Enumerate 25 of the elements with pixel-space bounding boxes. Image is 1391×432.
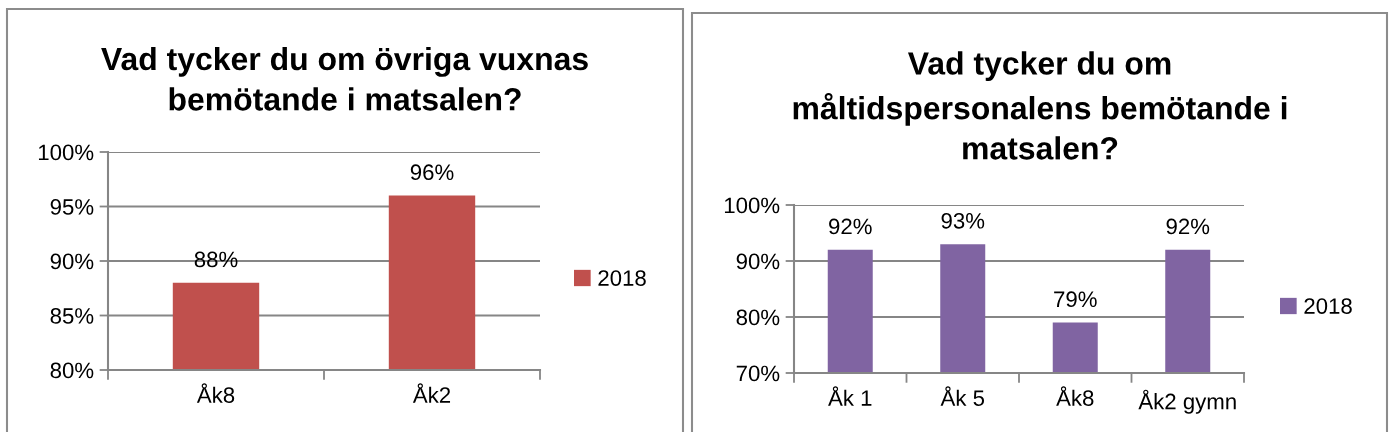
x-tick-label: Åk8	[1056, 386, 1094, 406]
y-tick-label: 100%	[38, 144, 94, 161]
legend-label: 2018	[1304, 298, 1352, 314]
y-tick-label: 95%	[50, 199, 94, 215]
data-label: 92%	[1166, 218, 1210, 235]
x-tick-label: Åk2	[412, 383, 451, 403]
data-label: 92%	[829, 218, 872, 235]
y-tick-label: 80%	[50, 362, 94, 379]
y-tick-label: 90%	[736, 253, 780, 270]
x-tick-label: Åk2 gymn	[1138, 389, 1236, 414]
chart-title: Vad tycker du om måltidspersonalens bemötande i matsalen?	[793, 51, 1287, 160]
data-label: 93%	[941, 212, 985, 229]
data-label: 88%	[194, 251, 238, 268]
x-tick-label: Åk8	[196, 383, 235, 403]
x-tick-label: Åk 5	[940, 386, 985, 406]
y-tick-label: 100%	[724, 197, 780, 214]
data-label: 96%	[410, 164, 454, 181]
chart-title: Vad tycker du om övriga vuxnas bemötande i matsalen?	[101, 46, 588, 111]
y-tick-label: 80%	[736, 309, 780, 326]
y-tick-label: 70%	[736, 365, 780, 382]
y-tick-label: 85%	[50, 308, 94, 324]
legend-label: 2018	[598, 270, 646, 286]
x-tick-label: Åk 1	[828, 386, 872, 406]
data-label: 79%	[1054, 291, 1097, 308]
y-tick-label: 90%	[50, 253, 94, 270]
